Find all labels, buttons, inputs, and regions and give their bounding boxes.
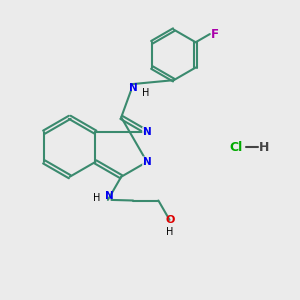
Text: N: N [142, 127, 151, 137]
Text: F: F [211, 28, 219, 40]
Text: N: N [130, 83, 138, 93]
Text: H: H [167, 227, 174, 237]
Text: H: H [259, 140, 270, 154]
Text: Cl: Cl [230, 140, 243, 154]
Text: H: H [93, 194, 100, 203]
Text: N: N [105, 191, 114, 201]
Text: N: N [142, 157, 151, 167]
Text: H: H [142, 88, 149, 98]
Text: O: O [165, 215, 175, 225]
